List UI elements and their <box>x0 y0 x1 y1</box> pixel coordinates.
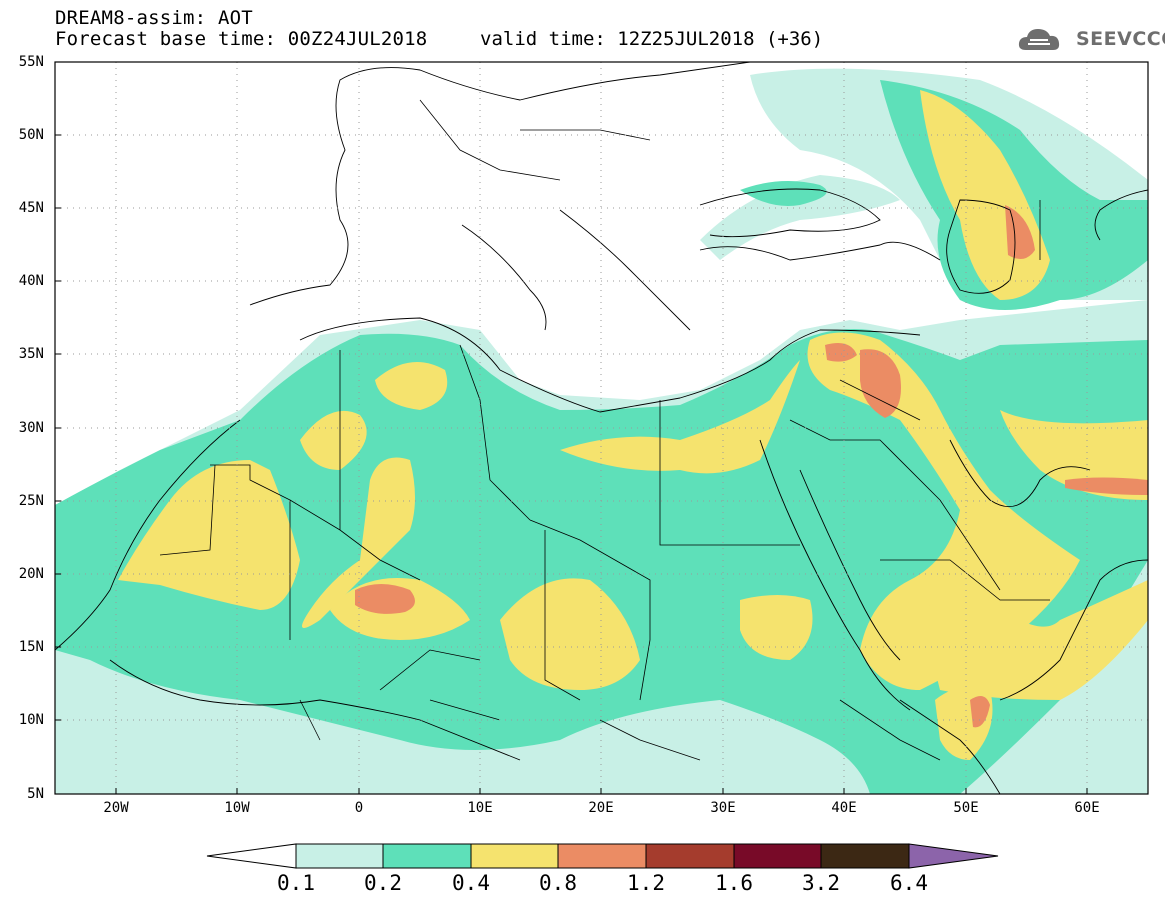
colorbar-swatch-4 <box>645 843 735 869</box>
map-title: DREAM8-assim: AOT <box>55 7 253 29</box>
lon-label-20e: 20E <box>588 800 614 816</box>
forecast-base-time: Forecast base time: 00Z24JUL2018 <box>55 28 428 50</box>
colorbar-label-3: 0.8 <box>539 871 577 895</box>
colorbar-label-5: 1.6 <box>715 871 753 895</box>
lat-label-15n: 15N <box>18 639 44 655</box>
aot-band-0.8 <box>355 205 1148 728</box>
cloud-logo-icon <box>1018 29 1060 50</box>
graticule <box>55 62 1148 794</box>
lat-label-55n: 55N <box>18 54 44 70</box>
colorbar-swatch-2 <box>470 843 559 869</box>
lon-label-0: 0 <box>354 800 364 816</box>
lon-label-40e: 40E <box>831 800 857 816</box>
colorbar-label-7: 6.4 <box>890 871 928 895</box>
valid-time: valid time: 12Z25JUL2018 (+36) <box>480 28 824 50</box>
colorbar-label-4: 1.2 <box>627 871 665 895</box>
colorbar-swatch-1 <box>382 843 472 869</box>
colorbar-label-0: 0.1 <box>277 871 315 895</box>
axis-ticks <box>55 61 1088 795</box>
lat-label-35n: 35N <box>18 346 44 362</box>
lon-label-10e: 10E <box>467 800 493 816</box>
colorbar-swatch-0 <box>295 843 384 869</box>
lon-label-10w: 10W <box>224 800 250 816</box>
colorbar-swatch-6 <box>820 843 910 869</box>
lon-label-20w: 20W <box>103 800 129 816</box>
coastlines <box>55 62 1148 794</box>
lat-label-45n: 45N <box>18 200 44 216</box>
colorbar-label-6: 3.2 <box>802 871 840 895</box>
lat-label-5n: 5N <box>27 786 44 802</box>
aot-fields <box>55 68 1148 794</box>
country-borders <box>159 99 1050 761</box>
lon-label-30e: 30E <box>710 800 736 816</box>
lat-label-40n: 40N <box>18 273 44 289</box>
colorbar-swatch-5 <box>733 843 822 869</box>
lat-label-30n: 30N <box>18 420 44 436</box>
lat-label-50n: 50N <box>18 127 44 143</box>
lat-label-10n: 10N <box>18 712 44 728</box>
logo-text: SEEVCCC <box>1076 28 1165 50</box>
lon-label-50e: 50E <box>953 800 979 816</box>
colorbar-low-arrow <box>206 843 297 869</box>
lat-label-25n: 25N <box>18 493 44 509</box>
lon-label-60e: 60E <box>1074 800 1100 816</box>
colorbar-swatch-3 <box>557 843 647 869</box>
colorbar-high-arrow <box>908 843 999 869</box>
colorbar-label-1: 0.2 <box>364 871 402 895</box>
colorbar-label-2: 0.4 <box>452 871 490 895</box>
lat-label-20n: 20N <box>18 566 44 582</box>
